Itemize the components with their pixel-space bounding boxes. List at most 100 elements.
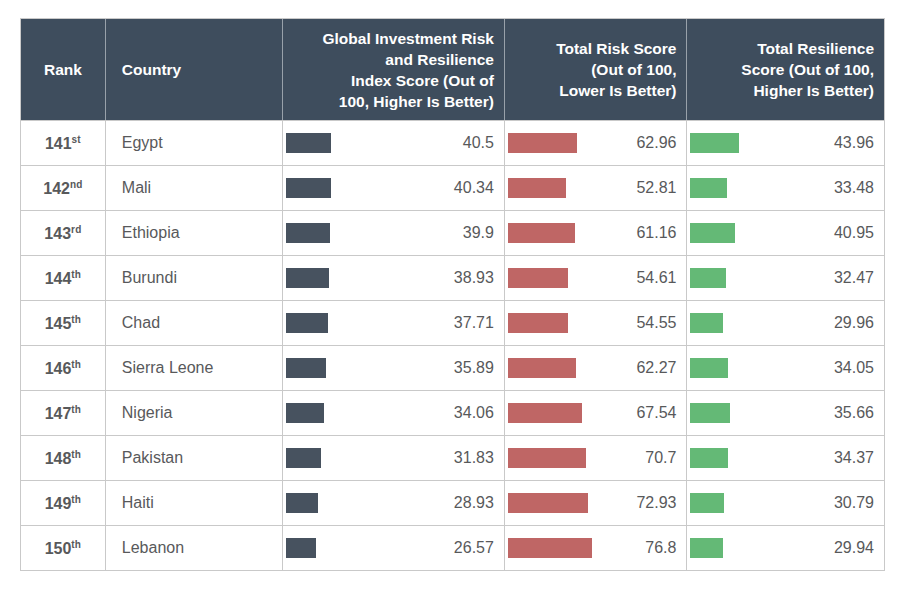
- index-score-bar: [286, 313, 328, 333]
- country-name: Sierra Leone: [122, 359, 214, 377]
- resilience-score-bar: [690, 448, 728, 468]
- country-cell: Nigeria: [106, 391, 284, 435]
- table-body: 141st Egypt 40.5 62.96 43.96 142nd Mali …: [21, 120, 884, 570]
- rank-ordinal-suffix: nd: [70, 179, 83, 190]
- country-name: Mali: [122, 179, 151, 197]
- column-header-resilience: Total ResilienceScore (Out of 100,Higher…: [687, 19, 884, 120]
- index-score-value: 40.34: [454, 179, 494, 197]
- risk-score-bar: [508, 178, 566, 198]
- table-row: 141st Egypt 40.5 62.96 43.96: [21, 120, 884, 165]
- rank-value: 146th: [45, 359, 82, 378]
- rank-ordinal-suffix: st: [72, 134, 81, 145]
- resilience-score-cell: 33.48: [687, 166, 884, 210]
- index-score-value: 39.9: [463, 224, 494, 242]
- rank-ordinal-suffix: th: [71, 449, 81, 460]
- risk-score-bar: [508, 223, 575, 243]
- risk-score-bar: [508, 268, 568, 288]
- table-row: 147th Nigeria 34.06 67.54 35.66: [21, 390, 884, 435]
- risk-score-cell: 61.16: [505, 211, 688, 255]
- index-score-bar: [286, 493, 318, 513]
- country-cell: Chad: [106, 301, 284, 345]
- risk-score-bar: [508, 313, 568, 333]
- country-name: Egypt: [122, 134, 163, 152]
- resilience-score-cell: 30.79: [687, 481, 884, 525]
- risk-score-cell: 70.7: [505, 436, 688, 480]
- rank-value: 144th: [45, 269, 82, 288]
- index-score-value: 26.57: [454, 539, 494, 557]
- risk-score-bar: [508, 493, 588, 513]
- rank-value: 148th: [45, 449, 82, 468]
- resilience-score-value: 30.79: [834, 494, 874, 512]
- index-score-bar: [286, 403, 324, 423]
- rank-ordinal-suffix: th: [71, 314, 81, 325]
- risk-score-value: 52.81: [636, 179, 676, 197]
- index-score-bar: [286, 178, 330, 198]
- table-row: 146th Sierra Leone 35.89 62.27 34.05: [21, 345, 884, 390]
- resilience-score-value: 32.47: [834, 269, 874, 287]
- rank-ordinal-suffix: th: [71, 404, 81, 415]
- country-name: Lebanon: [122, 539, 184, 557]
- risk-score-bar: [508, 133, 577, 153]
- rank-cell: 143rd: [21, 211, 106, 255]
- resilience-score-cell: 40.95: [687, 211, 884, 255]
- column-header-rank: Rank: [21, 19, 106, 120]
- rank-ordinal-suffix: rd: [71, 224, 81, 235]
- risk-score-bar: [508, 538, 593, 558]
- risk-score-cell: 52.81: [505, 166, 688, 210]
- resilience-score-bar: [690, 358, 728, 378]
- index-score-bar: [286, 133, 331, 153]
- risk-score-bar: [508, 448, 586, 468]
- country-cell: Pakistan: [106, 436, 284, 480]
- resilience-score-bar: [690, 133, 738, 153]
- risk-score-cell: 54.55: [505, 301, 688, 345]
- resilience-score-value: 29.96: [834, 314, 874, 332]
- index-score-value: 38.93: [454, 269, 494, 287]
- risk-score-value: 61.16: [636, 224, 676, 242]
- country-name: Ethiopia: [122, 224, 180, 242]
- risk-score-value: 54.55: [636, 314, 676, 332]
- index-score-bar: [286, 538, 315, 558]
- country-cell: Mali: [106, 166, 284, 210]
- column-header-index: Global Investment Riskand ResilienceInde…: [283, 19, 504, 120]
- header-row: RankCountryGlobal Investment Riskand Res…: [21, 19, 884, 120]
- rank-cell: 142nd: [21, 166, 106, 210]
- risk-score-value: 67.54: [636, 404, 676, 422]
- index-score-bar: [286, 448, 321, 468]
- country-cell: Haiti: [106, 481, 284, 525]
- rank-cell: 141st: [21, 121, 106, 165]
- rank-cell: 146th: [21, 346, 106, 390]
- rank-cell: 147th: [21, 391, 106, 435]
- table-row: 143rd Ethiopia 39.9 61.16 40.95: [21, 210, 884, 255]
- index-score-bar: [286, 358, 326, 378]
- rank-cell: 148th: [21, 436, 106, 480]
- resilience-score-cell: 29.94: [687, 526, 884, 570]
- rank-value: 150th: [45, 539, 82, 558]
- rank-value: 149th: [45, 494, 82, 513]
- resilience-score-cell: 32.47: [687, 256, 884, 300]
- risk-score-cell: 67.54: [505, 391, 688, 435]
- country-name: Nigeria: [122, 404, 173, 422]
- risk-score-cell: 62.27: [505, 346, 688, 390]
- rank-value: 145th: [45, 314, 82, 333]
- table-row: 144th Burundi 38.93 54.61 32.47: [21, 255, 884, 300]
- rank-ordinal-suffix: th: [71, 359, 81, 370]
- risk-score-value: 54.61: [636, 269, 676, 287]
- resilience-score-cell: 35.66: [687, 391, 884, 435]
- index-score-cell: 40.34: [283, 166, 504, 210]
- country-cell: Egypt: [106, 121, 284, 165]
- index-score-cell: 28.93: [283, 481, 504, 525]
- table-row: 150th Lebanon 26.57 76.8 29.94: [21, 525, 884, 570]
- rank-value: 141st: [45, 134, 81, 153]
- index-score-cell: 26.57: [283, 526, 504, 570]
- risk-score-value: 76.8: [645, 539, 676, 557]
- risk-score-cell: 62.96: [505, 121, 688, 165]
- index-score-cell: 39.9: [283, 211, 504, 255]
- index-score-value: 28.93: [454, 494, 494, 512]
- index-score-value: 31.83: [454, 449, 494, 467]
- country-cell: Lebanon: [106, 526, 284, 570]
- index-score-cell: 31.83: [283, 436, 504, 480]
- rank-ordinal-suffix: th: [71, 494, 81, 505]
- risk-score-cell: 54.61: [505, 256, 688, 300]
- index-score-value: 35.89: [454, 359, 494, 377]
- table-row: 145th Chad 37.71 54.55 29.96: [21, 300, 884, 345]
